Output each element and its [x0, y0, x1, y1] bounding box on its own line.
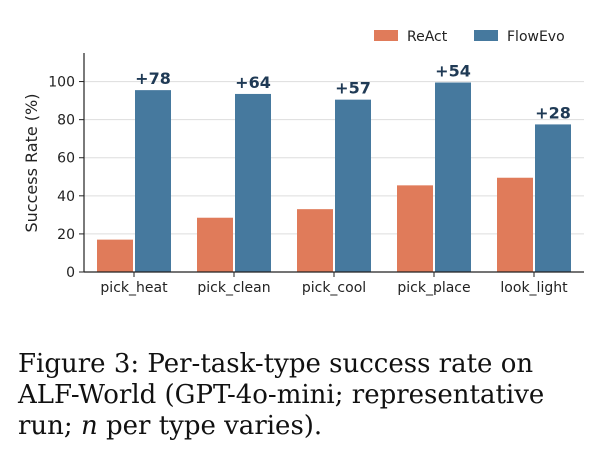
annotations: +78 +64 +57 +54 +28: [135, 62, 571, 123]
y-ticks: 0 20 40 60 80 100: [48, 75, 84, 281]
delta-label: +57: [335, 79, 371, 98]
legend-label-flowevo: FlowEvo: [507, 29, 565, 45]
bar-flowevo-pick_heat: [135, 90, 171, 272]
bar-flowevo-pick_cool: [335, 99, 371, 272]
legend-swatch-flowevo: [474, 30, 498, 41]
bar-react-pick_clean: [197, 217, 233, 272]
x-tick-label: pick_place: [397, 280, 470, 296]
x-tick-label: pick_cool: [302, 280, 366, 296]
bar-flowevo-pick_place: [435, 82, 471, 272]
y-tick-label: 20: [57, 227, 75, 243]
bar-react-pick_cool: [297, 209, 333, 272]
delta-label: +28: [535, 103, 571, 122]
bar-react-pick_heat: [97, 239, 133, 272]
legend: ReAct FlowEvo: [374, 29, 565, 45]
x-ticks: pick_heat pick_clean pick_cool pick_place lo…: [100, 272, 568, 296]
bar-react-look_light: [497, 177, 533, 272]
y-tick-label: 40: [57, 189, 75, 205]
x-tick-label: pick_clean: [197, 280, 270, 296]
y-tick-label: 60: [57, 151, 75, 167]
legend-swatch-react: [374, 30, 398, 41]
figure-caption: Figure 3: Per-task-type success rate on …: [18, 349, 598, 442]
caption-italic-n: n: [80, 411, 98, 441]
x-tick-label: pick_heat: [100, 280, 168, 296]
delta-label: +64: [235, 73, 271, 92]
y-tick-label: 80: [57, 113, 75, 129]
y-tick-label: 0: [66, 265, 75, 281]
bar-react-pick_place: [397, 185, 433, 272]
delta-label: +78: [135, 69, 171, 88]
bar-flowevo-look_light: [535, 124, 571, 272]
legend-label-react: ReAct: [407, 29, 448, 45]
caption-suffix: per type varies).: [97, 411, 323, 441]
bars: [97, 82, 571, 272]
y-axis-label: Success Rate (%): [22, 94, 41, 233]
bar-flowevo-pick_clean: [235, 93, 271, 272]
caption-text: Figure 3: Per-task-type success rate on …: [18, 349, 545, 441]
y-tick-label: 100: [48, 75, 75, 91]
x-tick-label: look_light: [500, 280, 568, 296]
delta-label: +54: [435, 62, 471, 81]
